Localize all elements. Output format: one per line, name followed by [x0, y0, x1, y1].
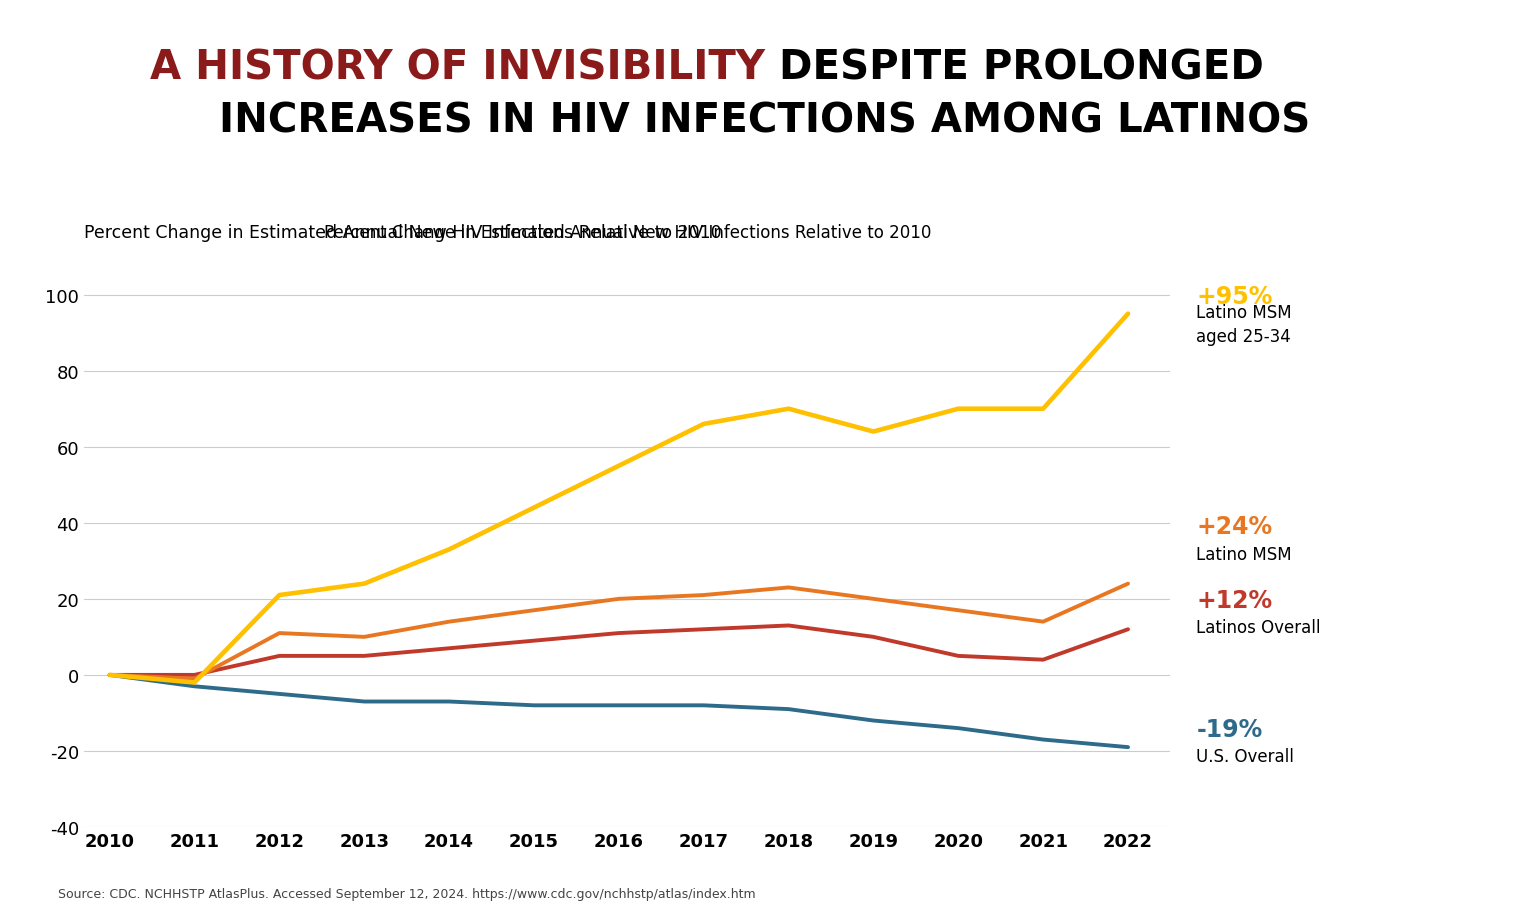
- Text: Latino MSM: Latino MSM: [1196, 545, 1291, 563]
- Text: U.S. Overall: U.S. Overall: [1196, 747, 1294, 766]
- Text: Latinos Overall: Latinos Overall: [1196, 618, 1320, 637]
- Title: Percent Change in Estimated Annual New HIV Infections Relative to 2010: Percent Change in Estimated Annual New H…: [324, 224, 930, 242]
- Text: +95%: +95%: [1196, 285, 1273, 309]
- Text: Latino MSM
aged 25-34: Latino MSM aged 25-34: [1196, 303, 1291, 346]
- Text: -19%: -19%: [1196, 717, 1262, 741]
- Text: Percent Change in Estimated Annual New HIV Infections Relative to 2010: Percent Change in Estimated Annual New H…: [84, 224, 722, 242]
- Text: INCREASES IN HIV INFECTIONS AMONG LATINOS: INCREASES IN HIV INFECTIONS AMONG LATINO…: [219, 101, 1311, 142]
- Text: A HISTORY OF INVISIBILITY: A HISTORY OF INVISIBILITY: [150, 49, 765, 89]
- Text: Source: CDC. NCHHSTP AtlasPlus. Accessed September 12, 2024. https://www.cdc.gov: Source: CDC. NCHHSTP AtlasPlus. Accessed…: [58, 887, 756, 900]
- Text: DESPITE PROLONGED: DESPITE PROLONGED: [765, 49, 1264, 89]
- Text: +24%: +24%: [1196, 515, 1273, 539]
- Text: +12%: +12%: [1196, 588, 1273, 612]
